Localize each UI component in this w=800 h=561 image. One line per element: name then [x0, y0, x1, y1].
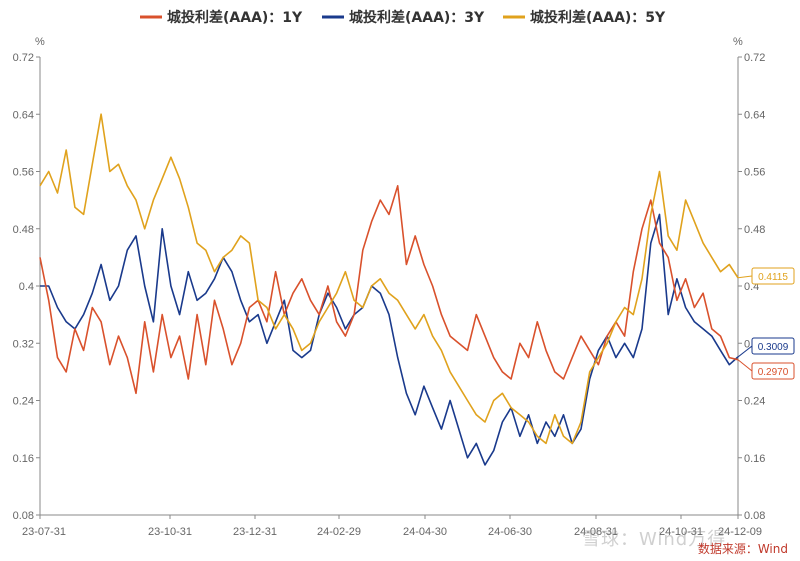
x-tick-label: 24-02-29	[317, 526, 361, 538]
y-ticks: 0.080.080.160.160.240.240.320.320.40.40.…	[13, 52, 766, 522]
end-label-box	[751, 362, 795, 380]
x-ticks: 23-07-31 23-10-31 23-12-31 24-02-29 24-04-30…	[22, 515, 762, 538]
x-tick-label: 24-10-31	[659, 526, 703, 538]
y-tick-label-left: 0.08	[13, 510, 34, 522]
y-tick-label-left: 0.32	[13, 338, 34, 350]
legend-label: 城投利差(AAA)：1Y	[167, 9, 303, 26]
y-tick-label-right: 0.24	[744, 396, 765, 408]
y-tick-label-right: 0.08	[744, 510, 765, 522]
end-label-value: 0.3009	[758, 342, 789, 353]
end-label-box	[751, 337, 795, 355]
y-tick-label-right: 0.48	[744, 224, 765, 236]
y-tick-label-left: 0.56	[13, 167, 34, 179]
y-tick-label-left: 0.16	[13, 453, 34, 465]
y-tick-label-right: 0.64	[744, 109, 765, 121]
legend-label: 城投利差(AAA)：3Y	[349, 9, 485, 26]
end-label-value: 0.4115	[758, 272, 788, 283]
x-tick-label: 24-04-30	[403, 526, 447, 538]
y-tick-label-left: 0.48	[13, 224, 34, 236]
y-axis-right-unit: %	[733, 36, 743, 48]
y-tick-label-right: 0.16	[744, 453, 765, 465]
x-tick-label: 23-07-31	[22, 526, 66, 538]
watermark: 雪球：Wind万得	[582, 529, 727, 550]
series-line-2	[39, 113, 739, 445]
x-tick-label: 24-08-31	[574, 526, 618, 538]
legend-label: 城投利差(AAA)：5Y	[530, 9, 666, 26]
y-tick-label-left: 0.4	[19, 281, 34, 293]
x-tick-label: 24-12-09	[718, 526, 762, 538]
y-tick-label-left: 0.72	[13, 52, 34, 64]
series-lines	[39, 113, 739, 466]
end-label-connector	[737, 275, 753, 279]
end-label-connector	[737, 359, 753, 372]
legend: 城投利差(AAA)：1Y 城投利差(AAA)：3Y 城投利差(AAA)：5Y	[140, 9, 666, 26]
x-tick-label: 24-06-30	[488, 526, 532, 538]
end-label-connector	[737, 345, 753, 358]
series-line-1	[40, 213, 739, 466]
series-line-0	[39, 185, 739, 395]
y-tick-label-right: 0.72	[744, 52, 765, 64]
end-label-box	[751, 267, 795, 285]
x-tick-label: 23-12-31	[233, 526, 277, 538]
y-axis-left-unit: %	[35, 36, 45, 48]
data-source: 数据来源：Wind	[697, 542, 788, 556]
y-tick-label-left: 0.24	[13, 396, 34, 408]
y-tick-label-right: 0.56	[744, 167, 765, 179]
y-tick-label-left: 0.64	[13, 109, 34, 121]
end-labels: 0.2970 0.3009 0.4115	[737, 267, 795, 380]
x-tick-label: 23-10-31	[148, 526, 192, 538]
end-label-value: 0.2970	[758, 367, 789, 378]
